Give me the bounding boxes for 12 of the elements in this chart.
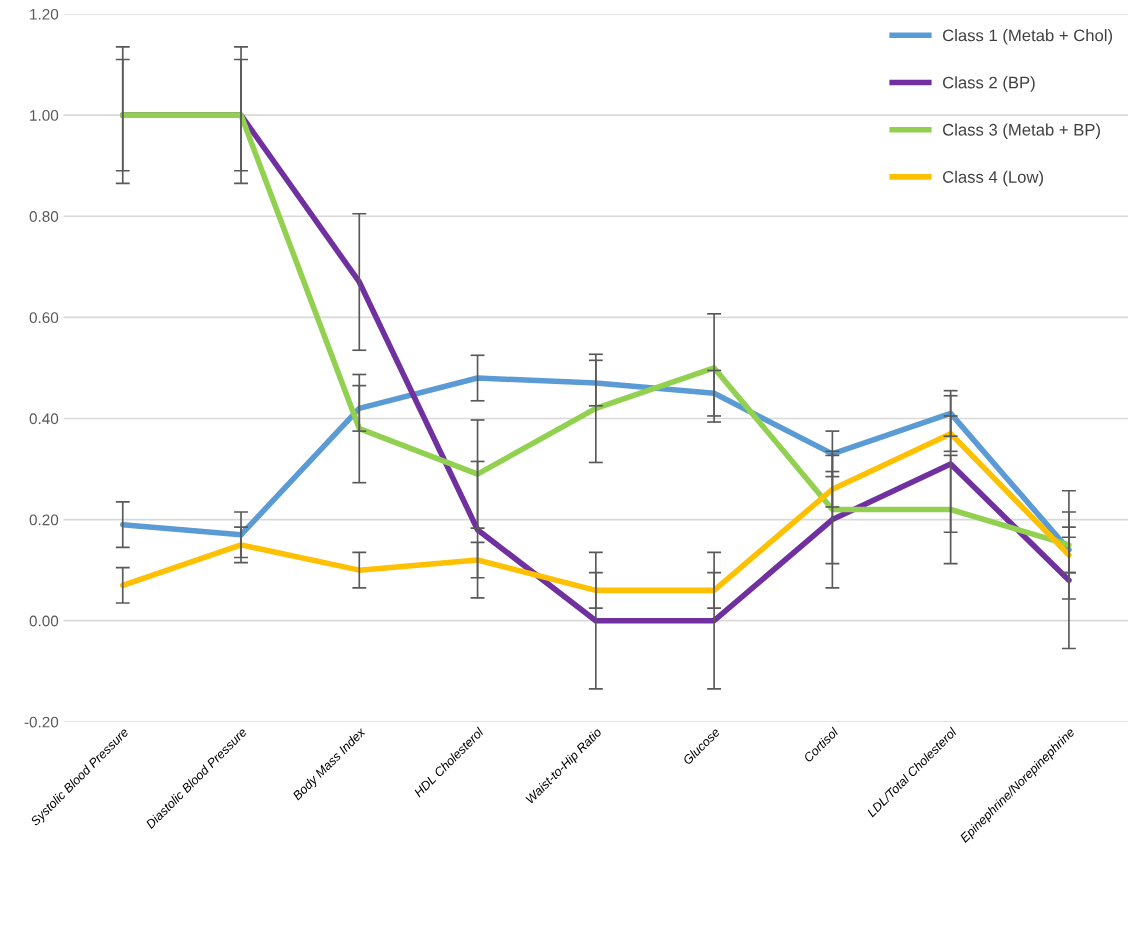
- legend-label: Class 2 (BP): [943, 76, 1035, 92]
- legend-label: Class 1 (Metab + Chol): [943, 29, 1113, 45]
- y-tick-label: 0.40: [29, 413, 59, 425]
- y-tick-label: 0.20: [29, 514, 59, 526]
- y-tick-label: -0.20: [24, 716, 59, 728]
- legend-label: Class 4 (Low): [943, 170, 1043, 187]
- legend-label: Class 3 (Metab + BP): [943, 123, 1100, 139]
- y-tick-label: 0.60: [29, 312, 59, 324]
- y-tick-label: 0.80: [29, 211, 59, 222]
- y-tick-label: 0.00: [29, 615, 59, 627]
- y-tick-label: 1.00: [30, 110, 59, 121]
- y-tick-label: 1.20: [30, 8, 59, 20]
